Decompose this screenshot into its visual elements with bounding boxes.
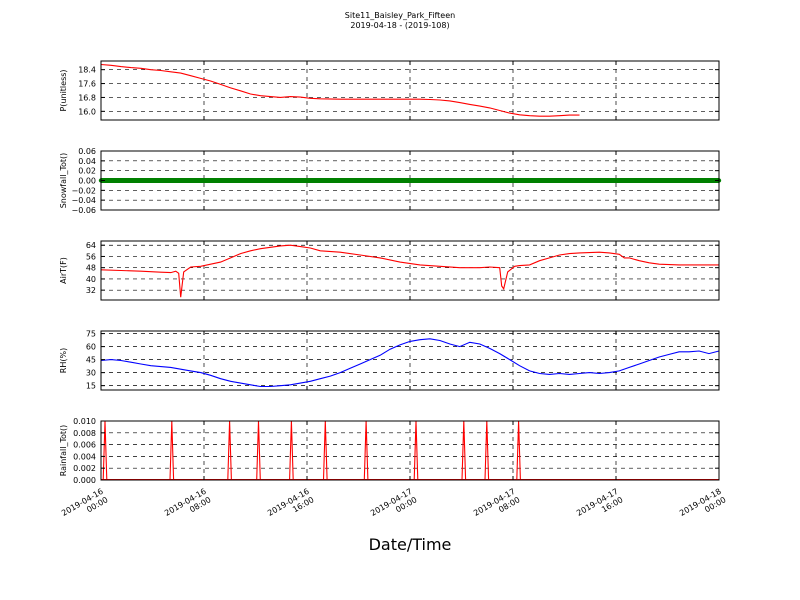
y-tick-label: 0.006 bbox=[73, 441, 96, 450]
y-tick-label: 32 bbox=[86, 286, 96, 295]
y-tick-label: 0.04 bbox=[78, 157, 96, 166]
chart-title: Site11_Baisley_Park_Fifteen bbox=[344, 11, 456, 20]
y-axis-label: Rainfall_Tot() bbox=[59, 425, 68, 477]
x-tick-label: 2019-04-1600:00 bbox=[60, 487, 110, 526]
panel-1: 16.0 16.8 17.6 18.4 P(unitless) bbox=[59, 60, 720, 121]
rain-spike bbox=[413, 420, 419, 481]
y-tick-label: 0.010 bbox=[73, 417, 96, 426]
x-tick-label: 2019-04-1616:00 bbox=[266, 487, 316, 526]
y-tick-label: 0.004 bbox=[73, 452, 96, 461]
y-axis-label: Snowfall_Tot() bbox=[59, 153, 68, 209]
y-tick-label: 0.02 bbox=[78, 167, 96, 176]
y-axis-label: P(unitless) bbox=[59, 69, 68, 111]
x-tick-label: 2019-04-1700:00 bbox=[369, 487, 419, 526]
rain-spike bbox=[516, 420, 521, 481]
rain-spike bbox=[363, 420, 369, 481]
rain-spike bbox=[461, 420, 467, 481]
x-axis-label: Date/Time bbox=[369, 535, 452, 554]
rain-spike bbox=[169, 420, 175, 481]
y-tick-label: −0.02 bbox=[71, 186, 96, 195]
series-line bbox=[100, 338, 720, 388]
panel-5: 0.000 0.002 0.004 0.006 0.008 0.010 Rainfall_T… bbox=[59, 417, 720, 485]
y-tick-label: −0.06 bbox=[71, 206, 96, 215]
y-tick-label: 17.6 bbox=[78, 80, 96, 89]
panel-4: 15 30 45 60 75 RH(%) bbox=[59, 330, 720, 391]
y-tick-label: 30 bbox=[86, 369, 96, 378]
y-tick-label: 0.002 bbox=[73, 464, 96, 473]
y-tick-label: 40 bbox=[86, 275, 96, 284]
y-tick-label: 18.4 bbox=[78, 66, 96, 75]
x-tick-label: 2019-04-1608:00 bbox=[163, 487, 213, 526]
y-axis-label: RH(%) bbox=[59, 348, 68, 373]
rain-spike bbox=[289, 420, 294, 481]
y-tick-label: 16.8 bbox=[78, 93, 96, 102]
y-tick-label: 60 bbox=[86, 343, 96, 352]
y-tick-label: 0.000 bbox=[73, 476, 96, 485]
rain-spike bbox=[256, 420, 261, 481]
series-line bbox=[100, 244, 719, 298]
x-tick-label: 2019-04-1800:00 bbox=[678, 487, 728, 526]
y-tick-label: 0.00 bbox=[78, 177, 96, 186]
y-tick-label: 56 bbox=[86, 252, 96, 261]
y-tick-label: 0.008 bbox=[73, 429, 96, 438]
y-tick-label: −0.04 bbox=[71, 196, 96, 205]
y-tick-label: 16.0 bbox=[78, 107, 96, 116]
y-tick-label: 0.06 bbox=[78, 147, 96, 156]
panel-3: 32 40 48 56 64 AirT(F) bbox=[59, 240, 720, 301]
y-tick-label: 64 bbox=[86, 241, 96, 250]
x-tick-label: 2019-04-1716:00 bbox=[575, 487, 625, 526]
y-axis-label: AirT(F) bbox=[59, 257, 68, 284]
y-tick-label: 15 bbox=[86, 382, 96, 391]
rain-spike bbox=[322, 420, 328, 481]
x-tick-label: 2019-04-1708:00 bbox=[472, 487, 522, 526]
y-tick-label: 75 bbox=[86, 330, 96, 339]
rain-spike bbox=[484, 420, 490, 481]
rain-spike bbox=[102, 420, 108, 481]
panel-2: −0.06−0.04−0.020.000.020.040.06 Snowfall_… bbox=[59, 147, 722, 215]
rain-spike bbox=[227, 420, 232, 481]
y-tick-label: 48 bbox=[86, 264, 96, 273]
chart-subtitle: 2019-04-18 - (2019-108) bbox=[350, 21, 450, 30]
series-line bbox=[100, 63, 580, 117]
y-tick-label: 45 bbox=[86, 356, 96, 365]
